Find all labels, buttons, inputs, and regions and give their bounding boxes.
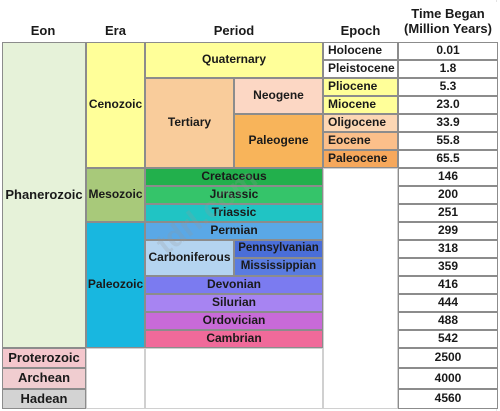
time-silurian: 444 bbox=[398, 294, 498, 312]
eon-proterozoic: Proterozoic bbox=[2, 348, 86, 368]
period-neogene: Neogene bbox=[234, 78, 323, 114]
header-time-line1: Time Began bbox=[411, 6, 485, 22]
period-permian: Permian bbox=[145, 222, 323, 240]
time-miocene: 23.0 bbox=[398, 96, 498, 114]
epoch-holocene: Holocene bbox=[323, 42, 398, 60]
era-cenozoic: Cenozoic bbox=[86, 42, 145, 168]
time-triassic: 251 bbox=[398, 204, 498, 222]
epoch-miocene: Miocene bbox=[323, 96, 398, 114]
period-carboniferous: Carboniferous bbox=[145, 240, 234, 276]
period-pennsylvanian: Pennsylvanian bbox=[234, 240, 323, 258]
eon-hadean: Hadean bbox=[2, 389, 86, 409]
time-permian: 299 bbox=[398, 222, 498, 240]
time-pleistocene: 1.8 bbox=[398, 60, 498, 78]
eon-phanerozoic: Phanerozoic bbox=[2, 42, 86, 348]
period-devonian: Devonian bbox=[145, 276, 323, 294]
period-tertiary: Tertiary bbox=[145, 78, 234, 168]
time-jurassic: 200 bbox=[398, 186, 498, 204]
time-cambrian: 542 bbox=[398, 330, 498, 348]
time-mississippian: 359 bbox=[398, 258, 498, 276]
header-time-line2: (Million Years) bbox=[404, 21, 492, 36]
epoch-paleocene: Paleocene bbox=[323, 150, 398, 168]
period-paleogene: Paleogene bbox=[234, 114, 323, 168]
period-empty bbox=[145, 348, 323, 409]
epoch-empty bbox=[323, 168, 398, 409]
time-ordovician: 488 bbox=[398, 312, 498, 330]
time-oligocene: 33.9 bbox=[398, 114, 498, 132]
header-epoch: Epoch bbox=[323, 18, 398, 44]
time-eocene: 55.8 bbox=[398, 132, 498, 150]
era-mesozoic: Mesozoic bbox=[86, 168, 145, 222]
time-proterozoic: 2500 bbox=[398, 348, 498, 368]
time-pennsylvanian: 318 bbox=[398, 240, 498, 258]
period-ordovician: Ordovician bbox=[145, 312, 323, 330]
period-quaternary: Quaternary bbox=[145, 42, 323, 78]
time-hadean: 4560 bbox=[398, 389, 498, 409]
time-paleocene: 65.5 bbox=[398, 150, 498, 168]
period-silurian: Silurian bbox=[145, 294, 323, 312]
time-holocene: 0.01 bbox=[398, 42, 498, 60]
period-jurassic: Jurassic bbox=[145, 186, 323, 204]
header-era: Era bbox=[86, 18, 145, 44]
epoch-oligocene: Oligocene bbox=[323, 114, 398, 132]
era-empty bbox=[86, 348, 145, 409]
period-cambrian: Cambrian bbox=[145, 330, 323, 348]
time-cretaceous: 146 bbox=[398, 168, 498, 186]
epoch-pleistocene: Pleistocene bbox=[323, 60, 398, 78]
period-triassic: Triassic bbox=[145, 204, 323, 222]
header-eon: Eon bbox=[0, 18, 86, 44]
era-paleozoic: Paleozoic bbox=[86, 222, 145, 348]
epoch-eocene: Eocene bbox=[323, 132, 398, 150]
epoch-pliocene: Pliocene bbox=[323, 78, 398, 96]
eon-archean: Archean bbox=[2, 368, 86, 389]
period-cretaceous: Cretaceous bbox=[145, 168, 323, 186]
period-mississippian: Mississippian bbox=[234, 258, 323, 276]
header-time-began: Time Began (Million Years) bbox=[398, 2, 498, 42]
header-period: Period bbox=[145, 18, 323, 44]
time-archean: 4000 bbox=[398, 368, 498, 389]
time-devonian: 416 bbox=[398, 276, 498, 294]
time-pliocene: 5.3 bbox=[398, 78, 498, 96]
